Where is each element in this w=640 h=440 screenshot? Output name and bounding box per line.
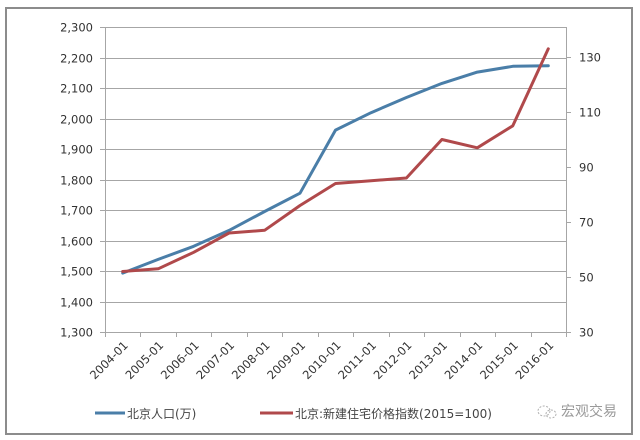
x-axis-tick-label: 2013-01 [406,338,450,382]
left-axis-tick-label: 2,000 [60,113,93,127]
axes [105,27,571,337]
legend-label-price-index: 北京:新建住宅价格指数(2015=100) [295,406,492,421]
chart-frame [5,7,633,435]
left-axis-tick-label: 1,900 [60,143,93,157]
left-axis-labels: 1,300 1,400 1,500 1,600 1,700 1,800 1,900 2,000… [60,21,93,340]
left-axis-tick-label: 1,600 [60,235,93,249]
watermark: 宏观交易 [537,403,617,420]
x-axis-tick-label: 2014-01 [442,338,486,382]
x-axis-tick-label: 2006-01 [158,338,202,382]
left-axis-tick-label: 2,200 [60,52,93,66]
x-axis-tick-label: 2015-01 [477,338,521,382]
left-axis-tick-label: 1,800 [60,174,93,188]
left-axis-tick-label: 1,700 [60,204,93,218]
x-axis-tick-label: 2004-01 [87,338,131,382]
x-axis-labels: 2004-012005-012006-012007-012008-012009-… [87,338,556,382]
right-axis-tick-label: 110 [579,106,601,120]
legend: 北京人口(万) 北京:新建住宅价格指数(2015=100) [95,406,492,421]
right-axis-tick-label: 30 [579,326,594,340]
x-axis-tick-label: 2012-01 [371,338,415,382]
left-axis-tick-label: 1,500 [60,265,93,279]
x-axis-tick-label: 2009-01 [264,338,308,382]
right-axis-labels: 30 50 70 90 110 130 [579,51,601,340]
legend-item-population: 北京人口(万) [95,407,196,421]
right-axis-tick-label: 70 [579,216,594,230]
legend-item-price-index: 北京:新建住宅价格指数(2015=100) [260,406,492,421]
x-axis-tick-label: 2011-01 [335,338,379,382]
x-axis-tick-label: 2005-01 [122,338,166,382]
series-population-line [121,64,550,275]
right-axis-tick-label: 50 [579,271,594,285]
right-axis-tick-label: 90 [579,161,594,175]
x-axis-tick-label: 2008-01 [229,338,273,382]
wechat-icon [537,405,557,419]
series-lines [121,47,550,275]
left-axis-tick-label: 1,300 [60,326,93,340]
right-axis-tick-label: 130 [579,51,601,65]
left-axis-tick-label: 2,100 [60,82,93,96]
series-price-index-line [121,47,550,273]
watermark-text: 宏观交易 [561,403,617,420]
left-axis-tick-label: 2,300 [60,21,93,35]
legend-label-population: 北京人口(万) [127,407,196,421]
left-axis-tick-label: 1,400 [60,296,93,310]
gridlines [100,27,566,333]
x-axis-tick-label: 2010-01 [300,338,344,382]
x-axis-tick-label: 2007-01 [193,338,237,382]
x-axis-tick-label: 2016-01 [513,338,557,382]
